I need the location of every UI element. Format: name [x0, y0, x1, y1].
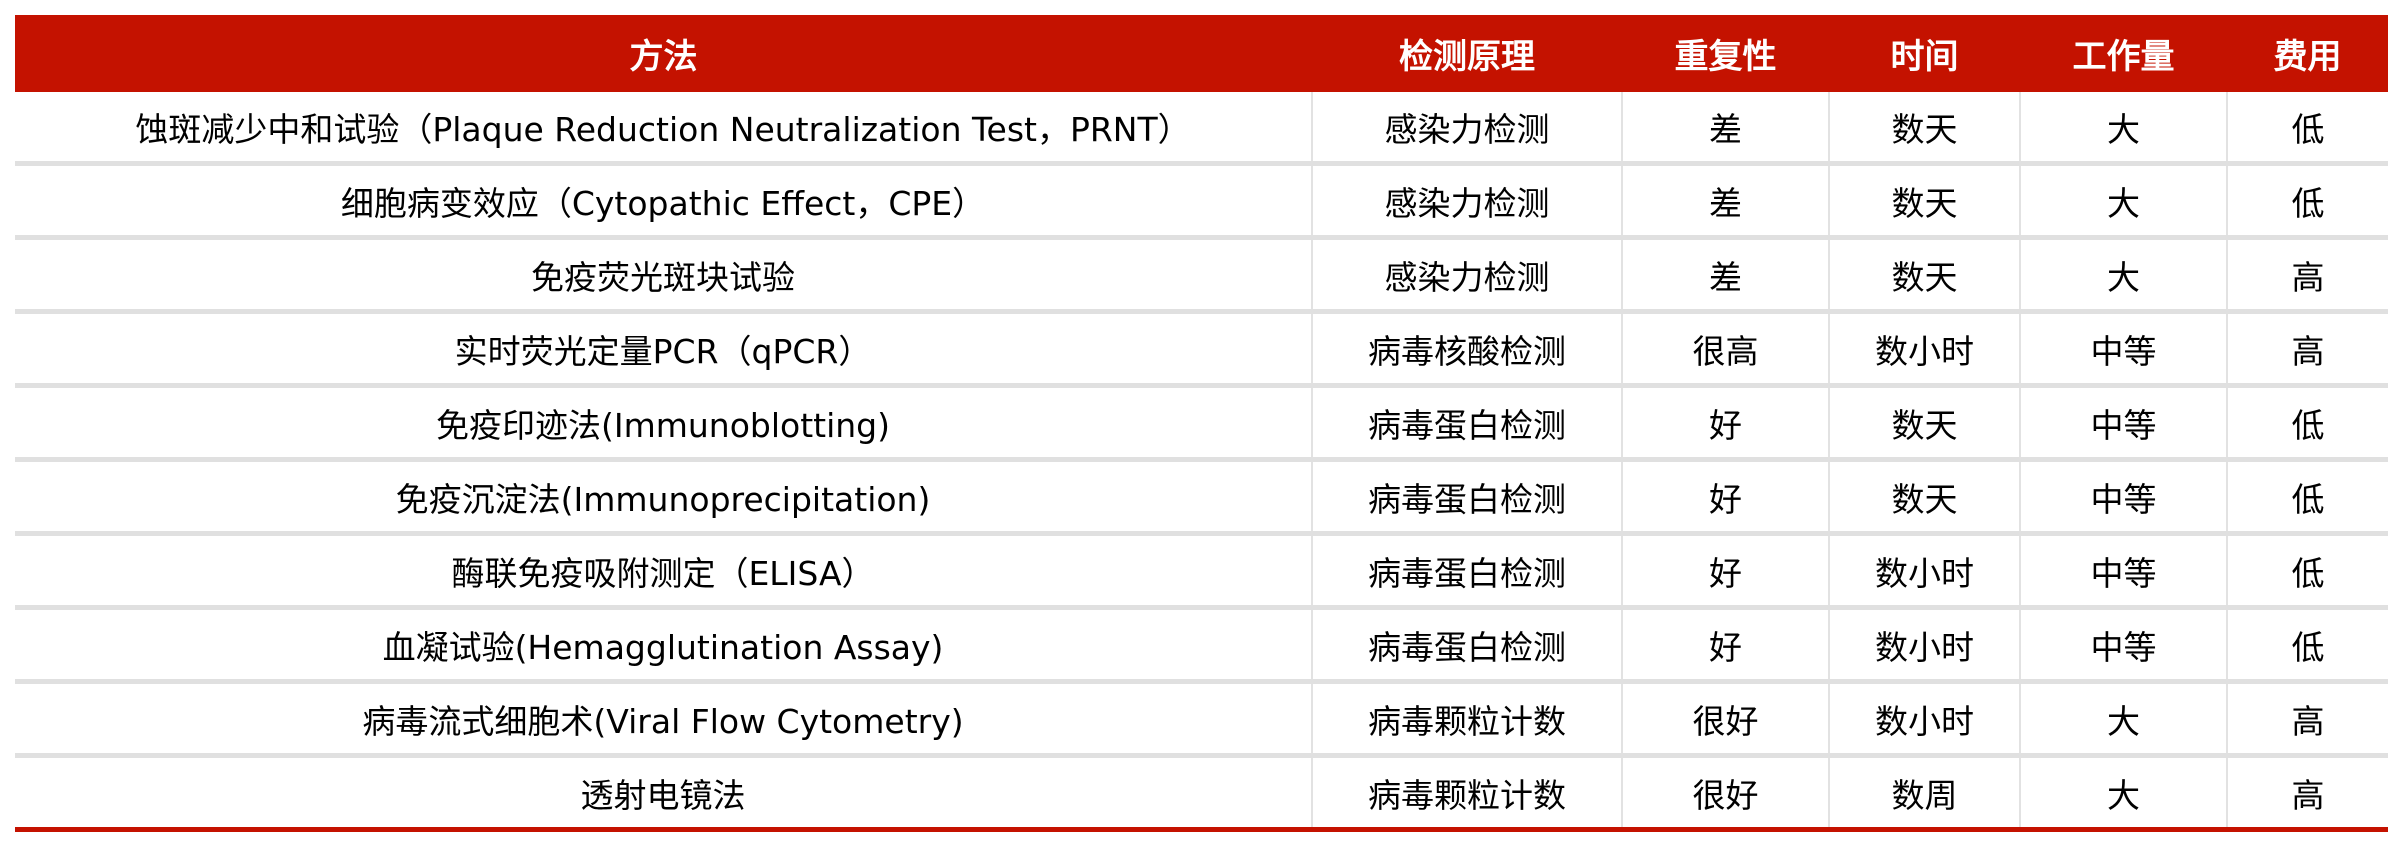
- cell-time: 数小时: [1828, 605, 2020, 682]
- header-cost: 费用: [2227, 15, 2388, 92]
- cell-method: 免疫沉淀法(Immunoprecipitation): [15, 457, 1312, 534]
- cell-cost: 低: [2226, 161, 2388, 238]
- cell-principle: 病毒核酸检测: [1311, 309, 1622, 386]
- cell-cost: 低: [2226, 531, 2388, 608]
- header-workload: 工作量: [2020, 15, 2227, 92]
- cell-principle: 病毒蛋白检测: [1311, 383, 1622, 460]
- cell-workload: 大: [2019, 161, 2227, 238]
- table-row: 免疫荧光斑块试验 感染力检测差数天大高: [15, 235, 2388, 312]
- cell-workload: 大: [2019, 92, 2227, 164]
- cell-workload: 大: [2019, 679, 2227, 756]
- cell-time: 数天: [1828, 383, 2020, 460]
- cell-cost: 高: [2226, 753, 2388, 832]
- cell-principle: 病毒蛋白检测: [1311, 457, 1622, 534]
- table-row: 实时荧光定量PCR（qPCR） 病毒核酸检测 很高 数小时 中等高: [15, 309, 2388, 386]
- cell-cost: 低: [2226, 605, 2388, 682]
- header-repeatability: 重复性: [1622, 15, 1829, 92]
- cell-principle: 病毒颗粒计数: [1311, 753, 1622, 832]
- cell-principle: 感染力检测: [1311, 161, 1622, 238]
- cell-workload: 大: [2019, 235, 2227, 312]
- cell-method: 透射电镜法: [15, 753, 1312, 832]
- cell-principle: 病毒颗粒计数: [1311, 679, 1622, 756]
- cell-repeatability: 很好: [1621, 753, 1829, 832]
- cell-repeatability: 差: [1621, 161, 1829, 238]
- cell-cost: 高: [2226, 235, 2388, 312]
- cell-cost: 低: [2226, 457, 2388, 534]
- cell-method: 免疫印迹法(Immunoblotting): [15, 383, 1312, 460]
- cell-time: 数小时: [1828, 679, 2020, 756]
- cell-workload: 大: [2019, 753, 2227, 832]
- cell-time: 数天: [1828, 235, 2020, 312]
- cell-repeatability: 差: [1621, 235, 1829, 312]
- cell-workload: 中等: [2019, 457, 2227, 534]
- table-row: 细胞病变效应（Cytopathic Effect，CPE） 感染力检测差数天大低: [15, 161, 2388, 238]
- cell-cost: 高: [2226, 309, 2388, 386]
- cell-method: 病毒流式细胞术(Viral Flow Cytometry): [15, 679, 1312, 756]
- cell-method: 血凝试验(Hemagglutination Assay): [15, 605, 1312, 682]
- cell-workload: 中等: [2019, 309, 2227, 386]
- cell-principle: 感染力检测: [1311, 235, 1622, 312]
- cell-principle: 感染力检测: [1311, 92, 1622, 164]
- cell-method: 酶联免疫吸附测定（ELISA）: [15, 531, 1312, 608]
- cell-workload: 中等: [2019, 531, 2227, 608]
- cell-time: 数天: [1828, 161, 2020, 238]
- cell-repeatability: 好: [1621, 383, 1829, 460]
- cell-time: 数周: [1828, 753, 2020, 832]
- cell-repeatability: 好: [1621, 605, 1829, 682]
- cell-repeatability: 很好: [1621, 679, 1829, 756]
- methods-comparison-table: 方法 检测原理 重复性 时间 工作量 费用 蚀斑减少中和试验（Plaque Re…: [15, 15, 2388, 832]
- cell-principle: 病毒蛋白检测: [1311, 605, 1622, 682]
- table-row: 酶联免疫吸附测定（ELISA） 病毒蛋白检测好数小时 中等低: [15, 531, 2388, 608]
- cell-repeatability: 好: [1621, 457, 1829, 534]
- cell-principle: 病毒蛋白检测: [1311, 531, 1622, 608]
- header-principle: 检测原理: [1312, 15, 1622, 92]
- cell-method: 免疫荧光斑块试验: [15, 235, 1312, 312]
- header-method: 方法: [15, 15, 1312, 92]
- cell-repeatability: 差: [1621, 92, 1829, 164]
- header-row: 方法 检测原理 重复性 时间 工作量 费用: [15, 15, 2388, 92]
- cell-cost: 低: [2226, 92, 2388, 164]
- cell-repeatability: 很高: [1621, 309, 1829, 386]
- table-row: 透射电镜法 病毒颗粒计数 很好 数周大高: [15, 753, 2388, 832]
- table-row: 免疫印迹法(Immunoblotting) 病毒蛋白检测好数天 中等低: [15, 383, 2388, 460]
- cell-repeatability: 好: [1621, 531, 1829, 608]
- cell-method: 实时荧光定量PCR（qPCR）: [15, 309, 1312, 386]
- cell-time: 数小时: [1828, 309, 2020, 386]
- table-row: 蚀斑减少中和试验（Plaque Reduction Neutralization…: [15, 92, 2388, 164]
- cell-time: 数天: [1828, 457, 2020, 534]
- cell-workload: 中等: [2019, 605, 2227, 682]
- cell-cost: 低: [2226, 383, 2388, 460]
- cell-workload: 中等: [2019, 383, 2227, 460]
- table-row: 病毒流式细胞术(Viral Flow Cytometry) 病毒颗粒计数 很好 数小时…: [15, 679, 2388, 756]
- header-time: 时间: [1829, 15, 2020, 92]
- table-row: 免疫沉淀法(Immunoprecipitation) 病毒蛋白检测好数天 中等低: [15, 457, 2388, 534]
- cell-method: 蚀斑减少中和试验（Plaque Reduction Neutralization…: [135, 109, 1191, 149]
- cell-cost: 高: [2226, 679, 2388, 756]
- cell-method: 细胞病变效应（Cytopathic Effect，CPE）: [15, 161, 1312, 238]
- cell-time: 数天: [1828, 92, 2020, 164]
- table-row: 血凝试验(Hemagglutination Assay) 病毒蛋白检测好数小时 中等…: [15, 605, 2388, 682]
- cell-time: 数小时: [1828, 531, 2020, 608]
